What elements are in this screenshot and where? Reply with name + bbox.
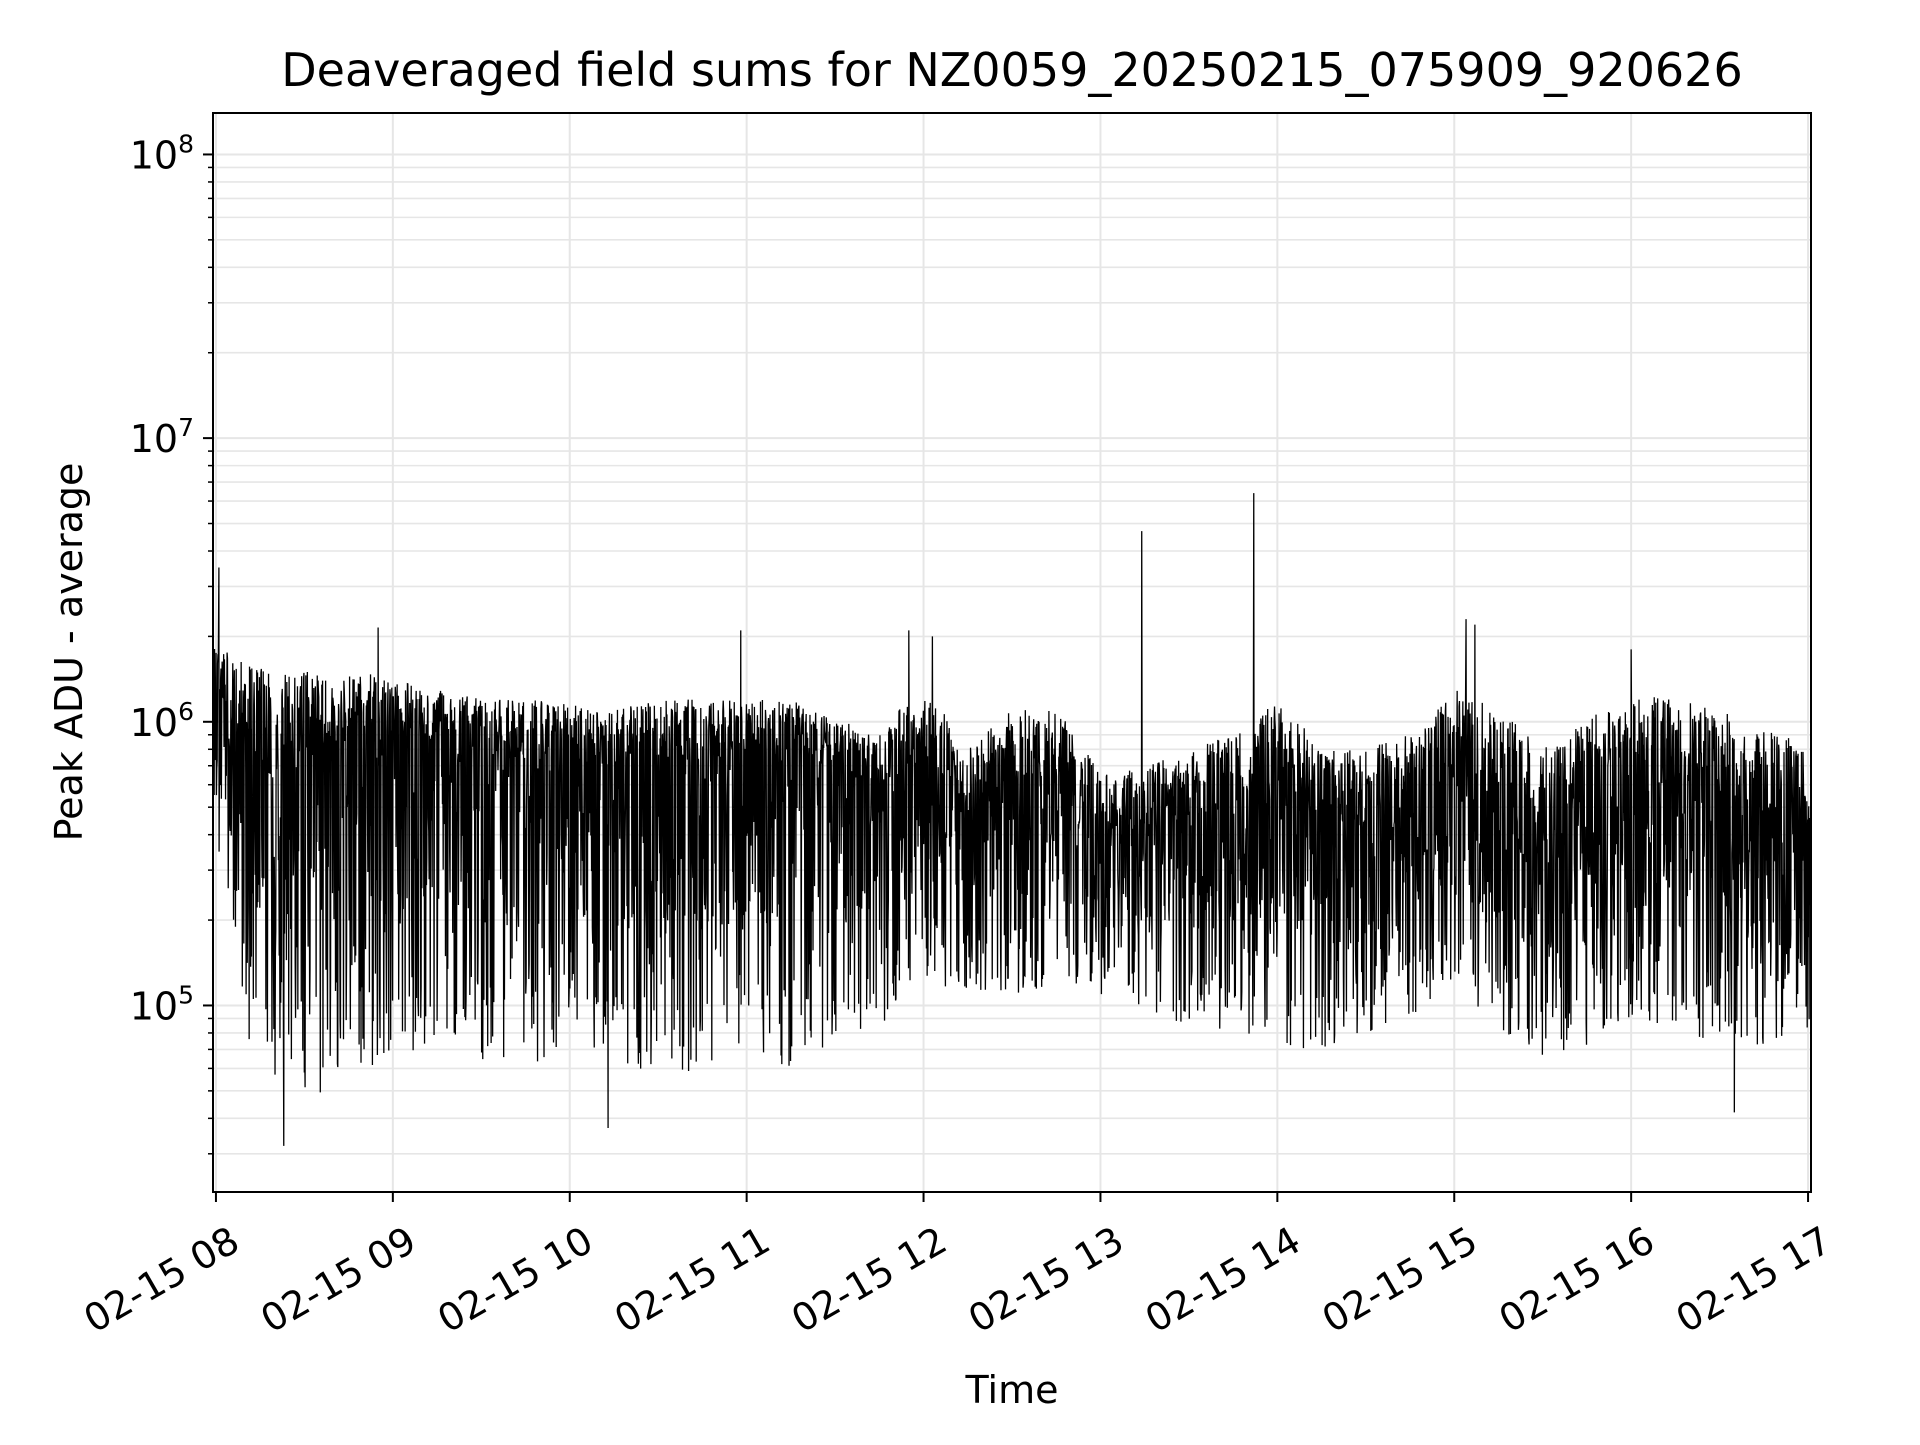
chart-title: Deaveraged field sums for NZ0059_2025021… (281, 43, 1742, 97)
y-axis-label: Peak ADU - average (47, 463, 91, 842)
x-axis-label: Time (965, 1368, 1059, 1412)
